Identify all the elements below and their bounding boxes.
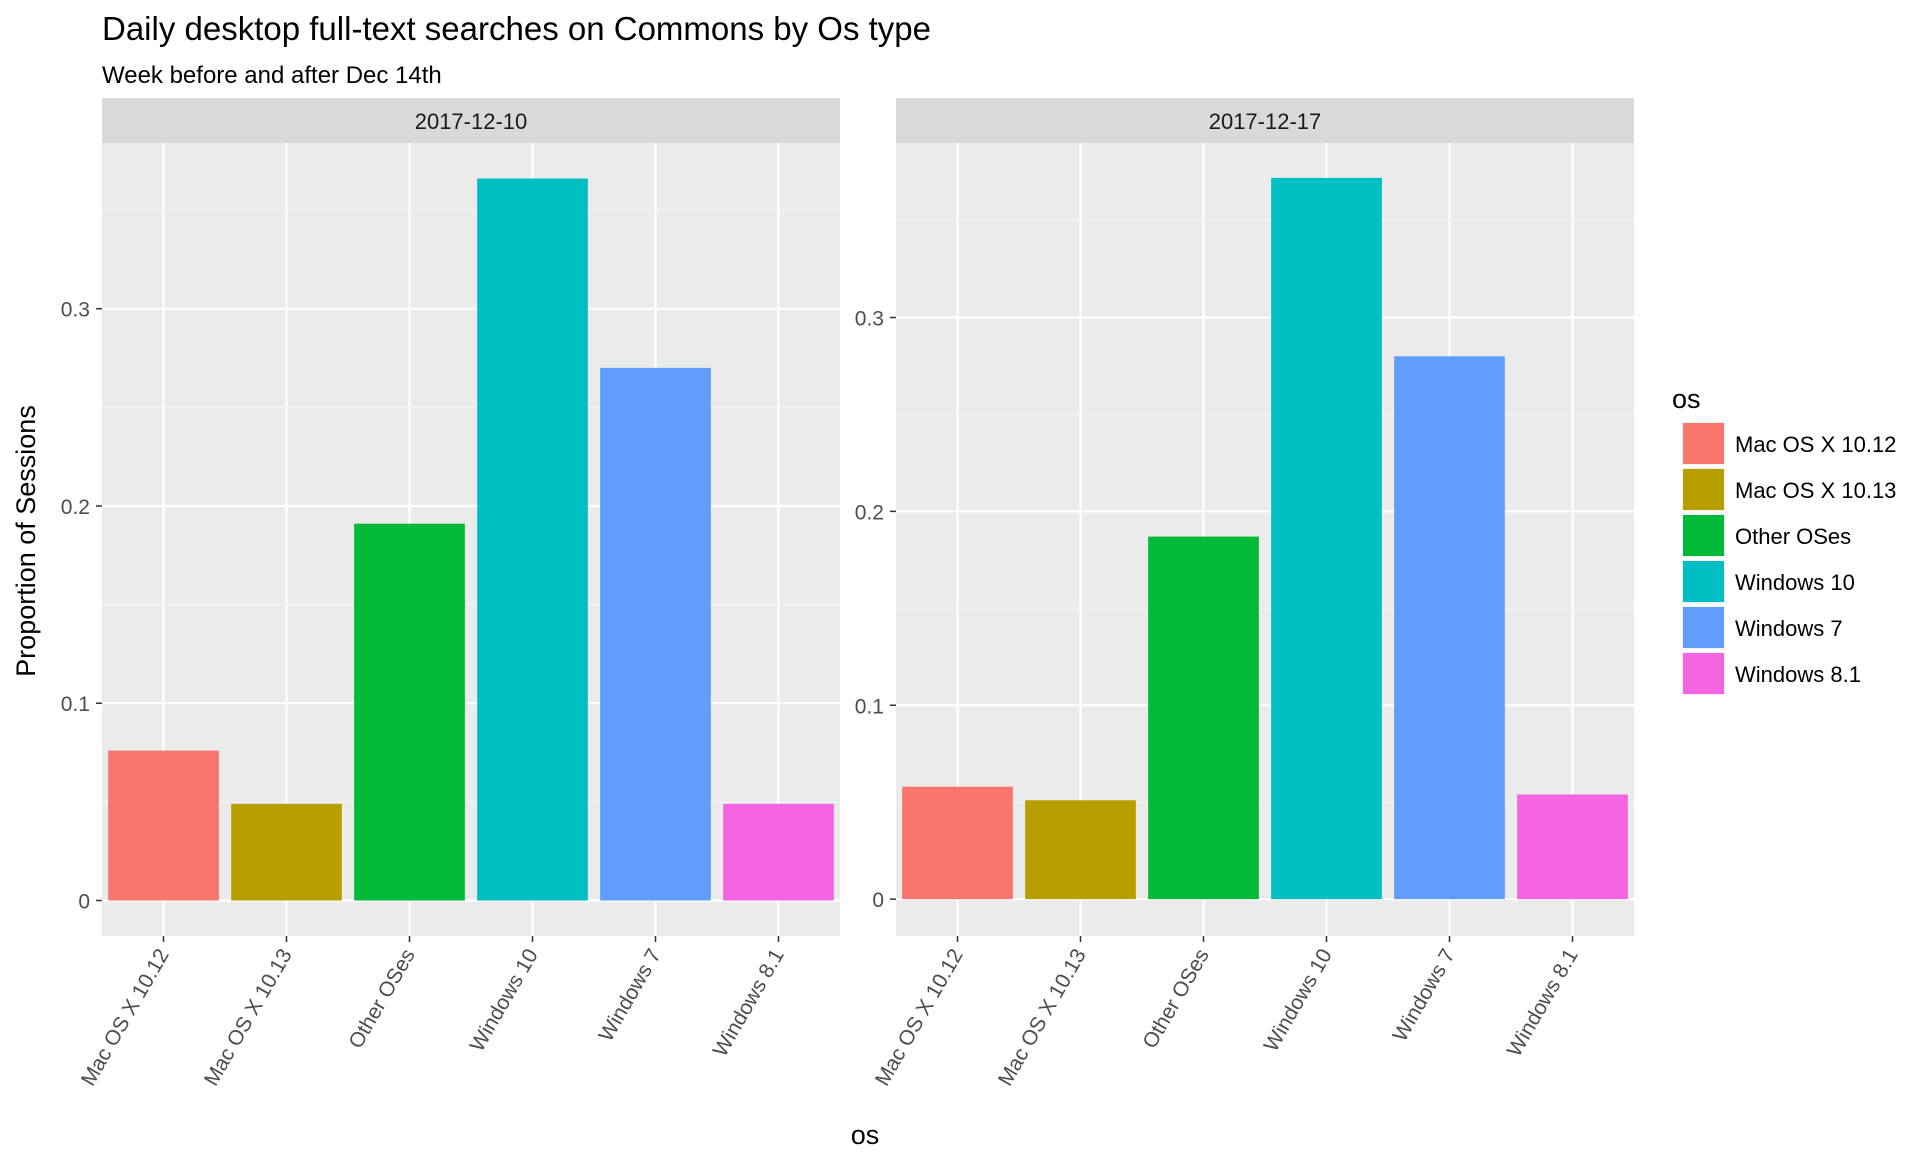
facet-strip-label: 2017-12-17: [1209, 109, 1322, 134]
y-tick-label: 0: [78, 890, 90, 913]
legend-swatch: [1683, 469, 1724, 510]
x-tick-label: Mac OS X 10.13: [994, 945, 1091, 1090]
legend-label: Mac OS X 10.13: [1735, 478, 1896, 503]
chart-title: Daily desktop full-text searches on Comm…: [102, 10, 931, 47]
legend-swatch: [1683, 515, 1724, 556]
legend-label: Windows 10: [1735, 570, 1855, 595]
x-tick-label: Windows 7: [595, 945, 666, 1045]
legend-swatch: [1683, 423, 1724, 464]
legend: os Mac OS X 10.12 Mac OS X 10.13 Other OSe…: [1672, 384, 1896, 695]
legend-item: Other OSes: [1682, 514, 1851, 557]
y-tick-label: 0: [872, 889, 884, 912]
y-tick-label: 0.3: [61, 299, 90, 322]
legend-swatch: [1683, 653, 1724, 694]
x-tick-label: Windows 7: [1389, 945, 1460, 1045]
facet-panel: 2017-12-17 0 0.1 0.2 0.3 Mac OS X 10.12 Mac OS…: [855, 98, 1634, 1090]
bar: [723, 804, 834, 901]
x-tick-label: Windows 8.1: [709, 945, 789, 1061]
bar: [1148, 537, 1259, 900]
x-tick-label: Windows 10: [1260, 945, 1337, 1056]
bar: [902, 787, 1013, 899]
bar: [1394, 356, 1505, 899]
legend-item: Mac OS X 10.13: [1682, 468, 1896, 511]
legend-label: Windows 7: [1735, 616, 1843, 641]
y-tick-label: 0.1: [61, 693, 90, 716]
y-tick-label: 0.2: [61, 496, 90, 519]
facet-panel: 2017-12-10 0 0.1 0.2 0.3 Mac OS X 10.12 Mac OS…: [61, 98, 840, 1090]
facet-panels: 2017-12-10 0 0.1 0.2 0.3 Mac OS X 10.12 Mac OS…: [61, 98, 1634, 1090]
bar: [231, 804, 342, 901]
facet-strip-label: 2017-12-10: [415, 109, 528, 134]
bar: [600, 368, 711, 901]
bar: [1517, 794, 1628, 899]
legend-items: Mac OS X 10.12 Mac OS X 10.13 Other OSes Wi…: [1682, 422, 1896, 695]
x-tick-label: Other OSes: [1138, 945, 1213, 1053]
x-tick-label: Mac OS X 10.12: [77, 945, 174, 1090]
legend-label: Other OSes: [1735, 524, 1851, 549]
legend-item: Windows 10: [1682, 560, 1855, 603]
chart-subtitle: Week before and after Dec 14th: [102, 62, 442, 89]
bar: [354, 524, 465, 901]
x-tick-label: Other OSes: [344, 945, 419, 1053]
bar: [477, 179, 588, 901]
x-axis-label: os: [851, 1120, 880, 1150]
legend-label: Mac OS X 10.12: [1735, 432, 1896, 457]
legend-item: Windows 8.1: [1682, 652, 1861, 695]
y-tick-label: 0.2: [855, 501, 884, 524]
x-tick-label: Windows 8.1: [1503, 945, 1583, 1061]
legend-item: Windows 7: [1682, 606, 1843, 649]
bar: [108, 751, 219, 901]
x-tick-label: Mac OS X 10.13: [200, 945, 297, 1090]
legend-label: Windows 8.1: [1735, 662, 1861, 687]
x-tick-label: Windows 10: [466, 945, 543, 1056]
legend-swatch: [1683, 561, 1724, 602]
y-tick-label: 0.3: [855, 307, 884, 330]
y-axis-label: Proportion of Sessions: [11, 405, 41, 677]
y-tick-label: 0.1: [855, 695, 884, 718]
x-tick-label: Mac OS X 10.12: [871, 945, 968, 1090]
bar: [1025, 800, 1136, 899]
legend-item: Mac OS X 10.12: [1682, 422, 1896, 465]
legend-swatch: [1683, 607, 1724, 648]
legend-title: os: [1672, 384, 1701, 414]
bar: [1271, 178, 1382, 899]
